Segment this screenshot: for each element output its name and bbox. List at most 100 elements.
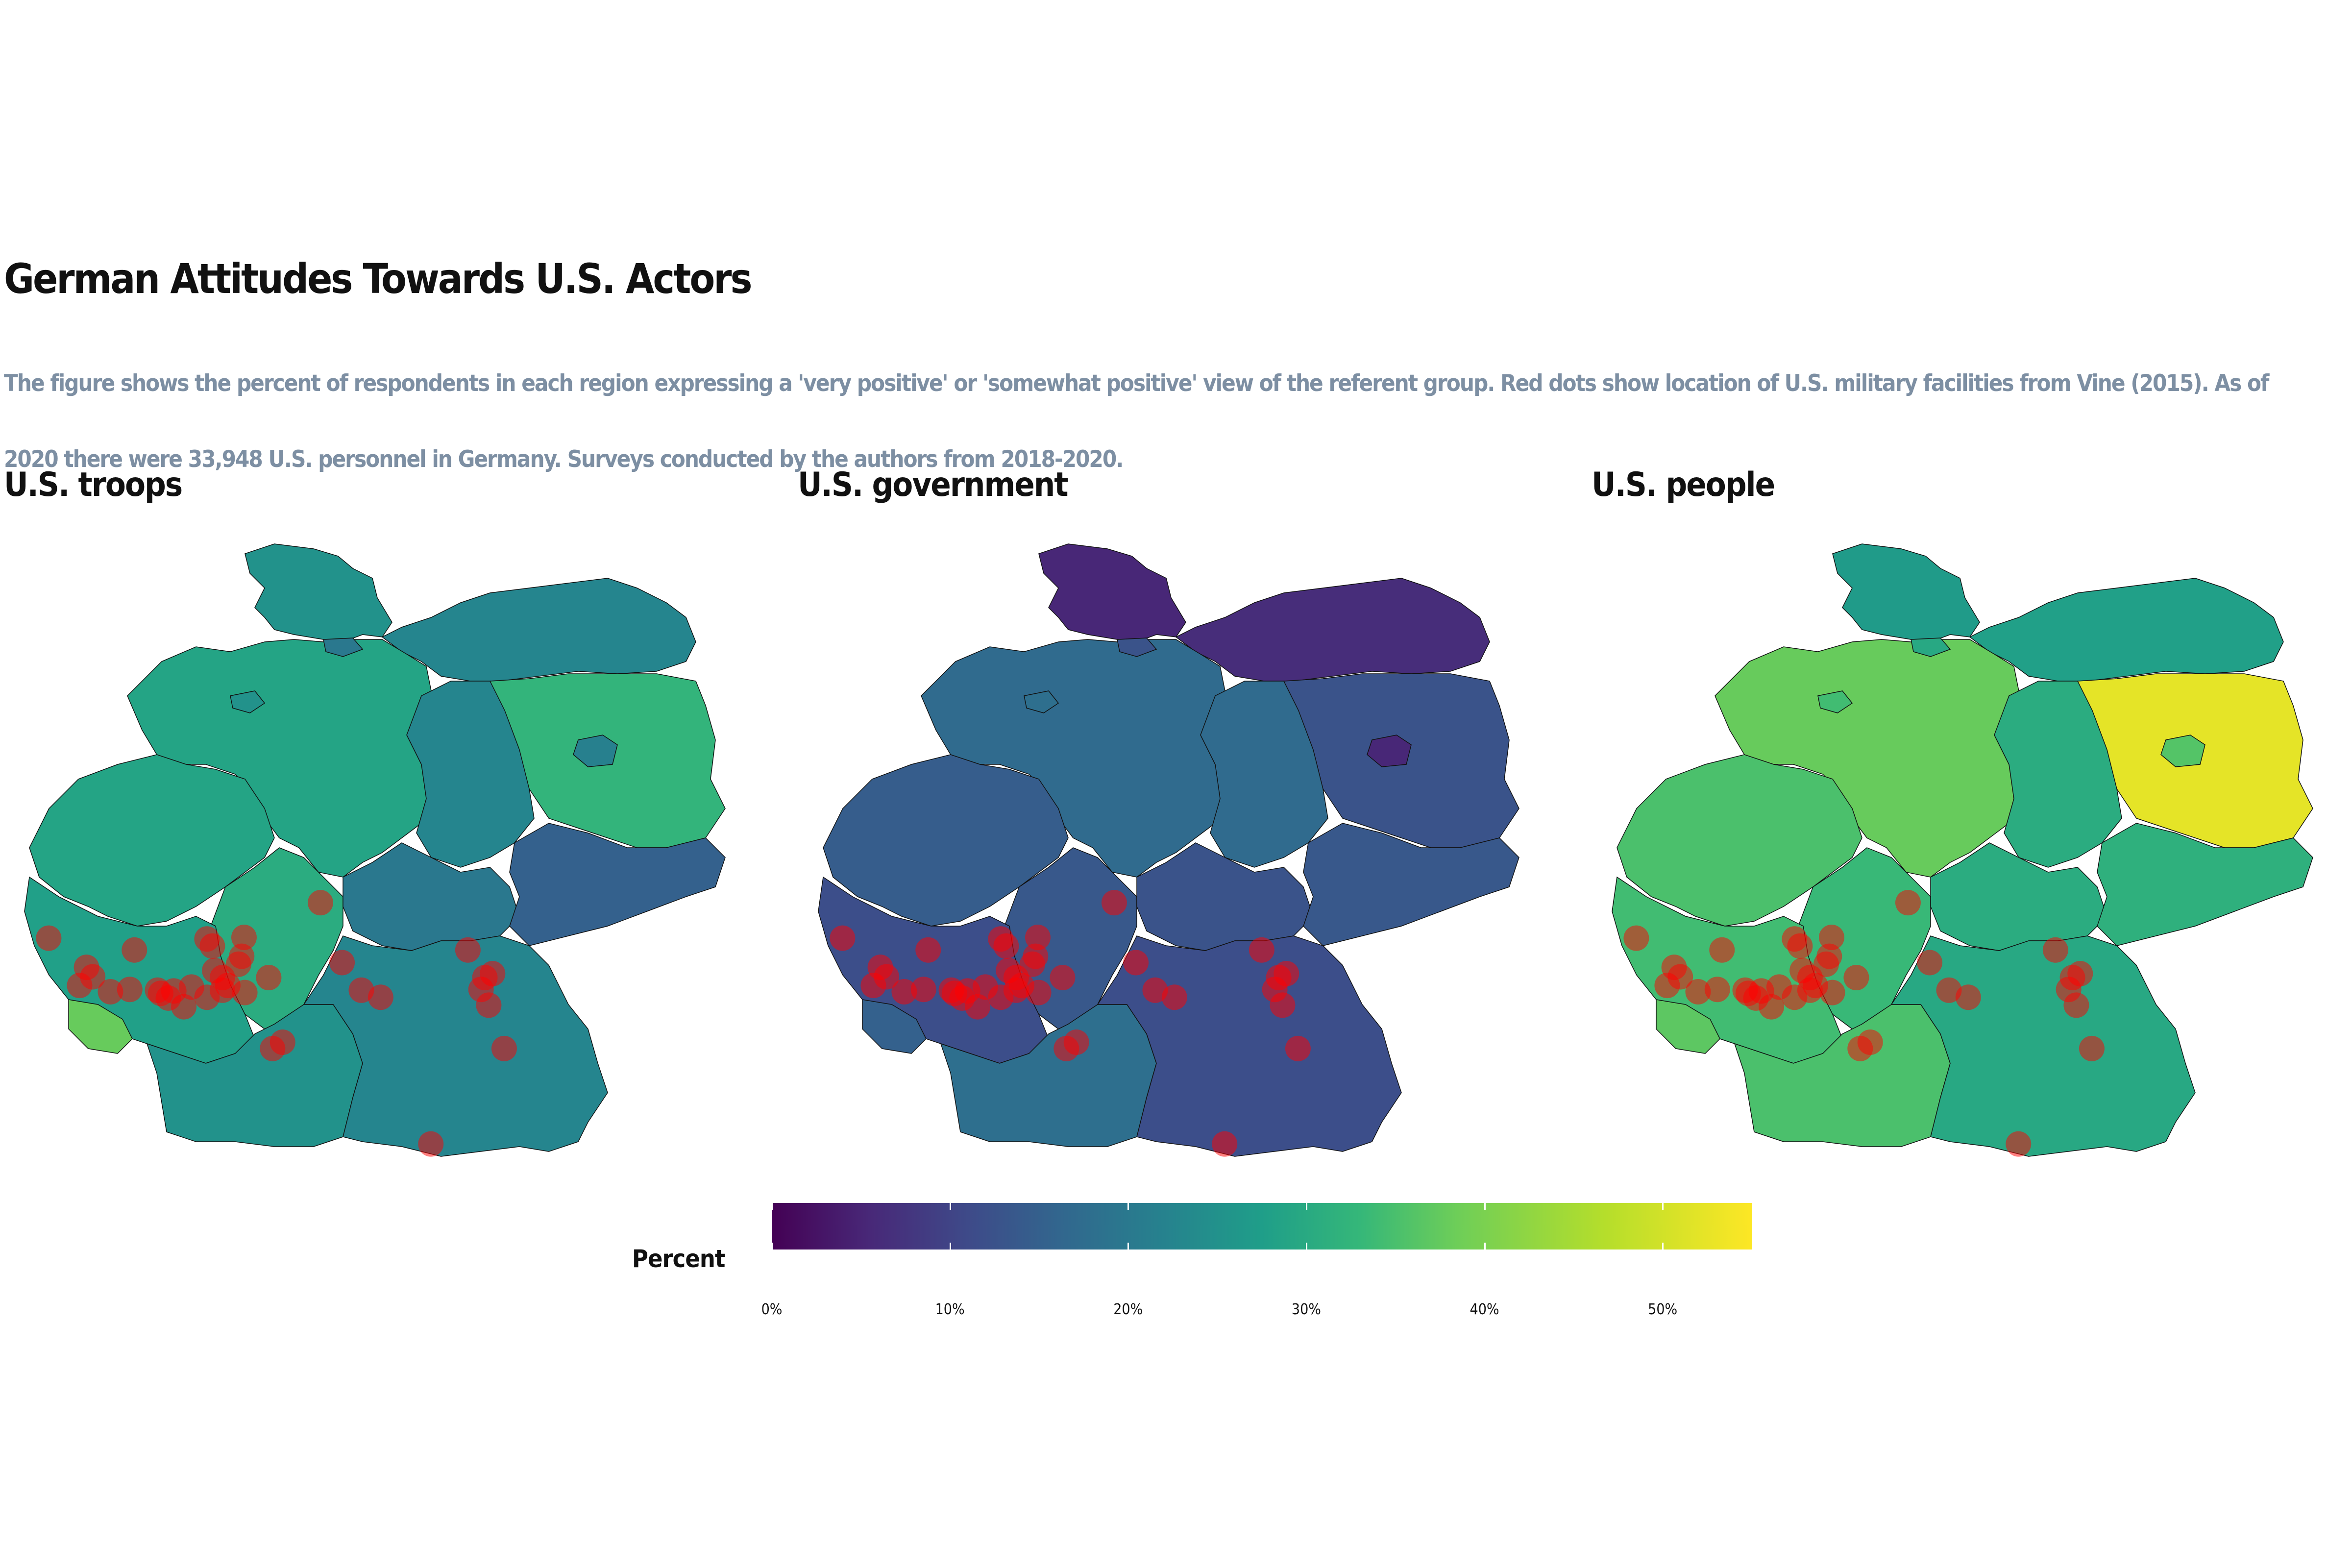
region-berlin bbox=[2160, 735, 2205, 767]
facility-dot bbox=[117, 977, 143, 1003]
legend-tick bbox=[1127, 1203, 1129, 1210]
facility-dot bbox=[1025, 924, 1051, 950]
region-bremen bbox=[1024, 690, 1059, 713]
region-berlin bbox=[573, 735, 618, 767]
legend-tick bbox=[1305, 1203, 1307, 1210]
facility-dot bbox=[171, 994, 197, 1020]
legend-tick bbox=[1484, 1243, 1486, 1250]
facility-dot bbox=[67, 973, 93, 999]
legend-tick bbox=[1484, 1203, 1486, 1210]
facility-dot bbox=[996, 957, 1022, 983]
facility-dot bbox=[232, 980, 258, 1005]
facility-dot bbox=[2006, 1131, 2032, 1157]
facility-dot bbox=[1161, 984, 1187, 1010]
legend-tick bbox=[1127, 1243, 1129, 1250]
region-mecklenburg-vorpommern bbox=[1175, 578, 1490, 682]
legend-tick bbox=[1662, 1203, 1664, 1210]
legend-tick bbox=[949, 1203, 951, 1210]
chart-subtitle: The figure shows the percent of responde… bbox=[4, 370, 2269, 473]
facility-dot bbox=[307, 890, 333, 916]
facility-dot bbox=[1955, 984, 1981, 1010]
facility-dot bbox=[491, 1035, 517, 1061]
region-hamburg bbox=[1911, 637, 1951, 657]
facility-dot bbox=[455, 937, 481, 963]
map-government bbox=[818, 543, 1519, 1157]
legend-colorbar bbox=[771, 1203, 1752, 1250]
facility-dot bbox=[1789, 957, 1815, 983]
map-troops bbox=[24, 543, 726, 1157]
facility-dot bbox=[1142, 977, 1168, 1003]
facility-dot bbox=[476, 992, 502, 1018]
facility-dot bbox=[1917, 950, 1943, 976]
facility-dot bbox=[1212, 1131, 1238, 1157]
facility-dot bbox=[1285, 1035, 1311, 1061]
facility-dot bbox=[98, 979, 123, 1005]
region-berlin bbox=[1367, 735, 1412, 767]
facility-dot bbox=[231, 924, 257, 950]
facility-dot bbox=[1654, 973, 1680, 999]
facility-dot bbox=[1054, 1035, 1079, 1061]
facility-dot bbox=[368, 984, 393, 1010]
facility-dot bbox=[329, 950, 355, 976]
facility-dot bbox=[1895, 890, 1921, 916]
region-hamburg bbox=[323, 637, 364, 657]
facility-dot bbox=[830, 925, 856, 951]
region-sachsen-anhalt bbox=[1200, 681, 1328, 868]
facility-dot bbox=[860, 973, 886, 999]
facility-dot bbox=[1843, 965, 1869, 991]
facility-dot bbox=[1123, 950, 1149, 976]
region-schleswig-holstein bbox=[245, 543, 392, 642]
region-saarland bbox=[862, 999, 927, 1054]
facility-dot bbox=[256, 965, 282, 991]
legend-tick-label: 10% bbox=[935, 1301, 965, 1318]
region-schleswig-holstein bbox=[1832, 543, 1980, 642]
facility-dot bbox=[1847, 1035, 1873, 1061]
facility-dot bbox=[1685, 979, 1711, 1005]
facility-dot bbox=[1101, 890, 1127, 916]
map-people bbox=[1612, 543, 2313, 1157]
facility-dot bbox=[1709, 937, 1735, 963]
facility-dot bbox=[1759, 994, 1785, 1020]
region-sachsen-anhalt bbox=[406, 681, 535, 868]
region-sachsen bbox=[2097, 823, 2313, 946]
region-mecklenburg-vorpommern bbox=[1969, 578, 2284, 682]
panel-title-government: U.S. government bbox=[798, 466, 1069, 504]
facility-dot bbox=[225, 951, 251, 977]
facility-dot bbox=[1936, 977, 1962, 1003]
facility-dot bbox=[2042, 937, 2068, 963]
panel-title-troops: U.S. troops bbox=[4, 466, 183, 504]
facility-dot bbox=[202, 957, 228, 983]
region-saarland bbox=[1656, 999, 1720, 1054]
region-sachsen bbox=[509, 823, 726, 946]
facility-dot bbox=[194, 926, 220, 952]
legend-title: Percent bbox=[632, 1245, 725, 1273]
panel-title-people: U.S. people bbox=[1592, 466, 1775, 504]
facility-dot bbox=[891, 979, 917, 1005]
region-hamburg bbox=[1117, 637, 1157, 657]
facility-dot bbox=[1623, 925, 1649, 951]
legend-tick-label: 20% bbox=[1113, 1301, 1143, 1318]
facility-dot bbox=[36, 925, 62, 951]
facility-dot bbox=[1704, 977, 1730, 1003]
facility-dot bbox=[988, 926, 1014, 952]
region-mecklenburg-vorpommern bbox=[381, 578, 696, 682]
facility-dot bbox=[260, 1035, 286, 1061]
legend-tick-label: 40% bbox=[1470, 1301, 1499, 1318]
legend-tick bbox=[771, 1243, 773, 1250]
region-sachsen-anhalt bbox=[1994, 681, 2122, 868]
legend-tick bbox=[949, 1243, 951, 1250]
region-sachsen bbox=[1303, 823, 1519, 946]
facility-dot bbox=[910, 977, 936, 1003]
facility-dot bbox=[348, 977, 374, 1003]
legend-tick bbox=[771, 1203, 773, 1210]
legend-tick bbox=[1662, 1243, 1664, 1250]
facility-dot bbox=[418, 1131, 444, 1157]
region-bremen bbox=[1817, 690, 1853, 713]
legend-tick bbox=[1305, 1243, 1307, 1250]
facility-dot bbox=[915, 937, 941, 963]
facility-dot bbox=[1019, 951, 1045, 977]
facility-dot bbox=[122, 937, 147, 963]
region-nordrhein-westfalen bbox=[823, 754, 1069, 927]
region-nordrhein-westfalen bbox=[29, 754, 275, 927]
legend-tick-label: 0% bbox=[761, 1301, 783, 1318]
